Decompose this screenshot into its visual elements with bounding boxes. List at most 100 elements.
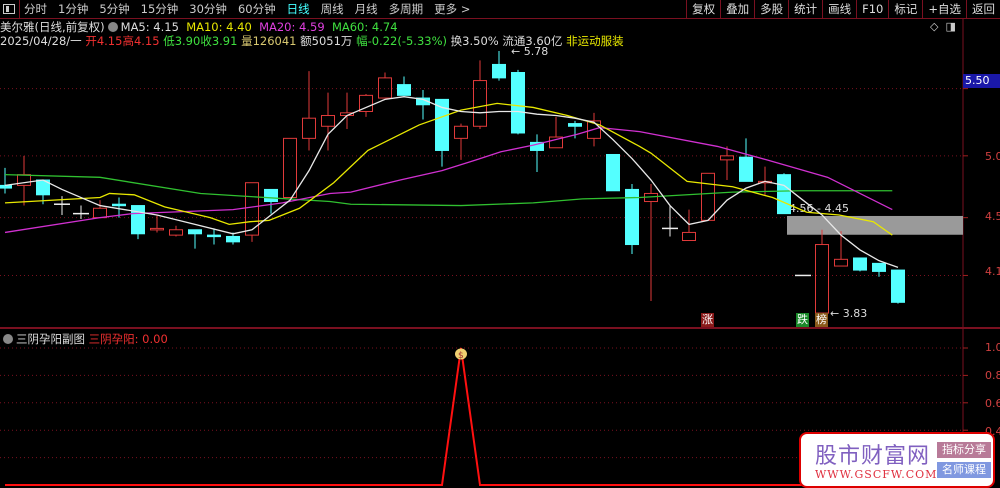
tab-period[interactable]: 日线 (286, 2, 310, 16)
sidebar-toggle-icon[interactable]: ◨ (945, 20, 956, 33)
share-indicator-badge: 指标分享 (937, 442, 991, 458)
tab-period[interactable]: 分时 (24, 2, 47, 16)
toolbar-buttons: 复权 叠加 多股 统计 画线 F10 标记 +自选 返回 (686, 0, 1000, 19)
candle-up (359, 94, 373, 112)
candle-down (891, 269, 905, 303)
candle-down (511, 72, 525, 134)
toolbar-button[interactable]: 复权 (686, 0, 720, 19)
open-value: 4.15 (96, 34, 123, 48)
candle-down (226, 235, 240, 243)
period-tabs: 分时 1分钟 5分钟 15分钟 30分钟 60分钟 日线 周线 月线 多周期 更多 > (24, 1, 481, 17)
candle-down (397, 84, 411, 96)
tab-period[interactable]: 15分钟 (140, 2, 179, 16)
price-axis-highlight: 5.50 (963, 74, 1000, 88)
dropdown-circle-icon[interactable] (107, 22, 118, 32)
chart-tools: ◇ ◨ (930, 20, 956, 33)
candle-up (587, 120, 601, 139)
tab-period[interactable]: 多周期 (388, 2, 424, 16)
toolbar-button[interactable]: 统计 (788, 0, 822, 19)
diamond-icon[interactable]: ◇ (930, 20, 939, 33)
watermark-url: WWW.GSCFW.COM (815, 468, 938, 481)
candle-down (739, 156, 753, 182)
candle-down (568, 123, 582, 127)
high-label: 高 (122, 34, 134, 48)
watermark-logo: 股市财富网 WWW.GSCFW.COM 指标分享 名师课程 (799, 432, 995, 488)
candle-down (853, 257, 867, 271)
indicator-axis-label: 1.00 (985, 341, 1000, 354)
ma-legend: 美尔雅(日线,前复权) MA5: 4.15 MA10: 4.40 MA20: 4.… (0, 19, 398, 35)
amount: 额5051万 (300, 34, 353, 48)
toolbar-button[interactable]: 多股 (754, 0, 788, 19)
toolbar-button[interactable]: 画线 (822, 0, 856, 19)
price-axis-label: 5.00 (985, 150, 1000, 163)
turnover: 换3.50% (450, 34, 499, 48)
candle-down (530, 141, 544, 151)
money-bag-icon: $ (455, 348, 467, 361)
ma60-value: MA60: 4.74 (331, 20, 398, 34)
watermark-title: 股市财富网 (815, 444, 931, 469)
candle-up (245, 182, 259, 236)
candle-up (701, 172, 715, 221)
candle-up (283, 137, 297, 198)
sector[interactable]: 非运动服装 (566, 34, 624, 48)
divider (19, 0, 20, 19)
tab-period[interactable]: 60分钟 (237, 2, 276, 16)
indicator-axis-label: 0.60 (985, 397, 1000, 410)
ma5-value: MA5: 4.15 (120, 20, 179, 34)
candle-down (435, 98, 449, 151)
candle-down (264, 188, 278, 203)
indicator-value: : 0.00 (134, 332, 168, 346)
stock-title: 美尔雅(日线,前复权) (0, 20, 105, 34)
courses-badge: 名师课程 (937, 462, 991, 478)
candle-up (682, 231, 696, 242)
signal-marker: 涨 (701, 313, 714, 327)
close-label: 收 (200, 34, 212, 48)
candle-down (625, 188, 639, 246)
svg-text:$: $ (458, 351, 464, 361)
tab-period[interactable]: 30分钟 (189, 2, 227, 16)
dropdown-circle-icon[interactable] (3, 334, 13, 344)
indicator-axis-label: 0.80 (985, 369, 1000, 382)
candle-down (131, 205, 145, 235)
candle-up (150, 227, 164, 231)
price-axis-label: 4.11 (985, 265, 1000, 278)
open-label: 开 (85, 34, 97, 48)
candle-down (872, 262, 886, 272)
candle-down (606, 153, 620, 192)
toolbar-button[interactable]: 叠加 (720, 0, 754, 19)
high-value: 4.15 (133, 34, 160, 48)
ma10-value: MA10: 4.40 (186, 20, 252, 34)
quote-line: 2025/04/28/一 开4.15高4.15 低3.90收3.91 量1260… (0, 33, 624, 49)
candle-down (207, 234, 221, 238)
candle-up (473, 80, 487, 127)
candle-down (777, 174, 791, 215)
ma5-line (4, 96, 899, 268)
candle-up (378, 77, 392, 99)
signal-marker: 跌 (796, 313, 809, 327)
tab-period[interactable]: 1分钟 (58, 2, 89, 16)
change: 幅-0.22(-5.33%) (356, 34, 447, 48)
indicator-name[interactable]: 三阴孕阳副图 (16, 332, 85, 346)
toolbar-button[interactable]: +自选 (922, 0, 966, 19)
toolbar-button[interactable]: 标记 (888, 0, 922, 19)
signal-marker: 榜 (815, 313, 828, 327)
resistance-zone (787, 215, 963, 235)
ma20-value: MA20: 4.59 (259, 20, 325, 34)
toolbar-button[interactable]: F10 (856, 0, 888, 19)
ma60-line (4, 173, 893, 207)
low-value: 3.90 (174, 34, 201, 48)
tab-period[interactable]: 更多 > (434, 2, 471, 16)
candle-up (720, 155, 734, 161)
toolbar-button[interactable]: 返回 (966, 0, 1000, 19)
candle-up (454, 125, 468, 139)
indicator-series-label: 三阴孕阳 (88, 332, 135, 346)
toolbar: 分时 1分钟 5分钟 15分钟 30分钟 60分钟 日线 周线 月线 多周期 更多 > 复权 叠加 多股… (0, 0, 1000, 19)
tab-period[interactable]: 月线 (354, 2, 378, 16)
tab-period[interactable]: 5分钟 (99, 2, 130, 16)
panel-toggle-icon[interactable] (3, 4, 15, 14)
tab-period[interactable]: 周线 (320, 2, 344, 16)
float-cap: 流通3.60亿 (502, 34, 563, 48)
candle-down (112, 203, 126, 207)
candle-up (834, 258, 848, 267)
